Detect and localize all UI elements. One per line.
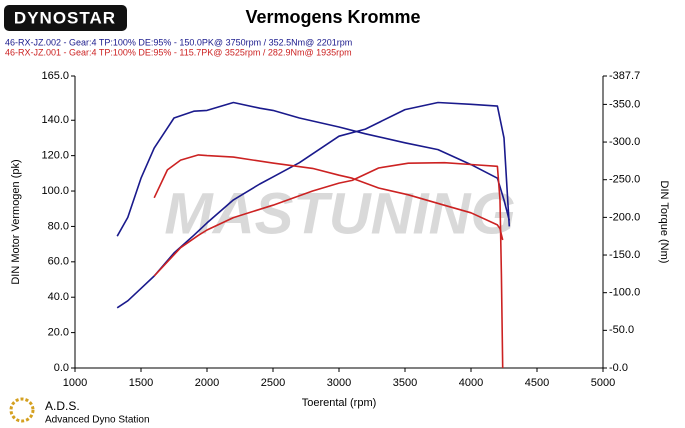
y2-tick-label: -200.0 [609,211,640,223]
x-tick-label: 4500 [525,377,549,389]
y-tick-label: 165.0 [41,70,69,82]
x-tick-label: 2000 [195,377,219,389]
legend-entry: 46-RX-JZ.002 - Gear:4 TP:100% DE:95% - 1… [5,37,352,47]
footer-icon [9,397,35,423]
y2-tick-label: -0.0 [609,362,628,374]
power-line [153,161,504,369]
x-tick-label: 4000 [459,377,483,389]
footer-name: A.D.S. [45,399,80,413]
y-tick-label: 80.0 [48,220,69,232]
x-axis-title: Toerental (rpm) [302,397,377,409]
watermark: MASTUNING [164,181,515,246]
y2-axis-title: DIN Torque (Nm) [658,181,670,264]
y-axis-title: DIN Motor Vermogen (pk) [10,159,22,284]
x-tick-label: 3000 [327,377,351,389]
y2-tick-label: -50.0 [609,324,634,336]
x-tick-label: 3500 [393,377,417,389]
logo-box [4,5,127,31]
y-tick-label: 20.0 [48,327,69,339]
y-tick-label: 120.0 [41,150,69,162]
y-tick-label: 140.0 [41,114,69,126]
footer-subtitle: Advanced Dyno Station [45,415,150,426]
y2-tick-label: -150.0 [609,249,640,261]
y2-tick-label: -387.7 [609,70,640,82]
y2-tick-label: -300.0 [609,136,640,148]
y-tick-label: 100.0 [41,185,69,197]
torque-line [153,154,504,241]
logo: DYNOSTAR [14,8,116,27]
y-tick-label: 60.0 [48,256,69,268]
x-tick-label: 5000 [591,377,615,389]
chart-title: Vermogens Kromme [245,7,420,27]
y-tick-label: 40.0 [48,291,69,303]
legend-entry: 46-RX-JZ.001 - Gear:4 TP:100% DE:95% - 1… [5,47,352,57]
x-tick-label: 1500 [129,377,153,389]
x-tick-label: 2500 [261,377,285,389]
y2-tick-label: -350.0 [609,98,640,110]
x-tick-label: 1000 [63,377,87,389]
y2-tick-label: -100.0 [609,287,640,299]
y2-tick-label: -250.0 [609,174,640,186]
y-tick-label: 0.0 [54,362,69,374]
